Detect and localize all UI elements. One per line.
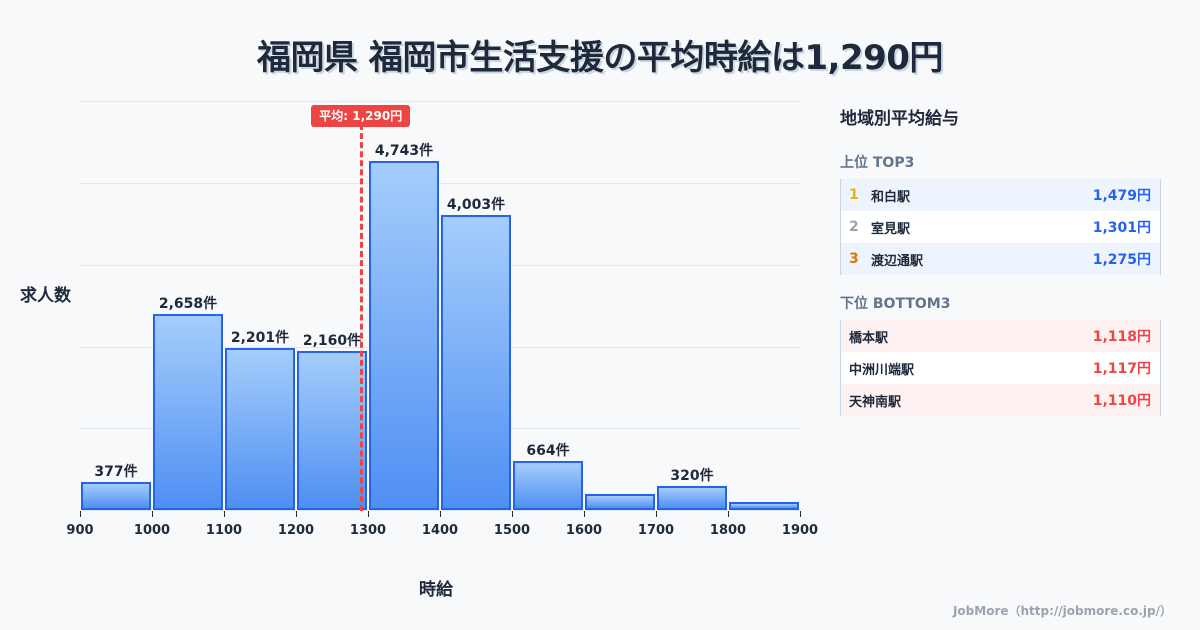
- x-tick: [368, 511, 369, 517]
- x-tick: [224, 511, 225, 517]
- rank-number: 3: [849, 251, 859, 267]
- histogram-bar: [369, 161, 439, 510]
- x-tick-label: 1500: [493, 523, 531, 538]
- gridline: [80, 347, 800, 348]
- bar-value-label: 2,160件: [302, 333, 362, 349]
- station-wage: 1,110円: [1092, 393, 1151, 409]
- station-wage: 1,118円: [1092, 329, 1151, 345]
- gridline: [80, 265, 800, 266]
- histogram-bar: [657, 486, 727, 510]
- x-tick: [152, 511, 153, 517]
- station-wage: 1,275円: [1092, 252, 1151, 268]
- station-wage: 1,301円: [1092, 220, 1151, 236]
- source-credit: JobMore（http://jobmore.co.jp/）: [952, 604, 1172, 618]
- bar-value-label: 377件: [94, 464, 138, 480]
- regional-salary-panel: 地域別平均給与 上位 TOP3 1 和白駅 1,479円 2 室見駅 1,301…: [840, 104, 1162, 416]
- x-tick-label: 1600: [565, 523, 603, 538]
- histogram-bar: [81, 482, 151, 510]
- gridline: [80, 428, 800, 429]
- x-tick: [656, 511, 657, 517]
- average-badge: 平均: 1,290円: [311, 105, 411, 127]
- top-row: 1 和白駅 1,479円: [841, 179, 1160, 211]
- histogram-bar: [513, 461, 583, 510]
- x-tick-label: 900: [66, 523, 94, 538]
- bottom3-heading: 下位 BOTTOM3: [840, 296, 951, 312]
- histogram-chart: 求人数 時給 377件 2,658件 2,201件 2,160件 4,743件 4,003…: [20, 101, 818, 600]
- station-name: 和白駅: [871, 189, 911, 205]
- bar-value-label: 4,003件: [446, 197, 506, 213]
- histogram-bar: [153, 314, 223, 510]
- gridline: [80, 101, 800, 102]
- histogram-bar: [729, 502, 799, 510]
- x-tick-label: 1700: [637, 523, 675, 538]
- bar-value-label: 664件: [526, 443, 570, 459]
- histogram-bar: [441, 215, 511, 510]
- x-tick: [728, 511, 729, 517]
- x-tick-label: 1400: [421, 523, 459, 538]
- bar-value-label: 320件: [670, 468, 714, 484]
- x-tick: [512, 511, 513, 517]
- panel-title: 地域別平均給与: [840, 109, 959, 129]
- station-wage: 1,117円: [1092, 361, 1151, 377]
- x-axis-label: 時給: [419, 580, 453, 600]
- station-name: 室見駅: [871, 221, 911, 237]
- x-tick-label: 1200: [277, 523, 315, 538]
- x-tick: [296, 511, 297, 517]
- station-name: 天神南駅: [849, 394, 902, 410]
- x-tick: [440, 511, 441, 517]
- bottom-row: 中洲川端駅 1,117円: [841, 352, 1160, 384]
- page-title: 福岡県 福岡市生活支援の平均時給は1,290円: [257, 38, 943, 78]
- station-name: 中洲川端駅: [849, 362, 915, 378]
- x-tick-label: 1800: [709, 523, 747, 538]
- bottom-row: 天神南駅 1,110円: [841, 384, 1160, 416]
- x-tick: [80, 511, 81, 517]
- x-tick-label: 1000: [133, 523, 171, 538]
- bottom3-table: 橋本駅 1,118円 中洲川端駅 1,117円 天神南駅 1,110円: [840, 320, 1161, 416]
- histogram-bar: [585, 494, 655, 510]
- bar-value-label: 2,201件: [230, 330, 290, 346]
- x-tick-label: 1900: [781, 523, 819, 538]
- x-axis-baseline: [80, 510, 800, 511]
- station-name: 橋本駅: [849, 330, 889, 346]
- bottom-row: 橋本駅 1,118円: [841, 320, 1160, 352]
- top3-table: 1 和白駅 1,479円 2 室見駅 1,301円 3 渡辺通駅 1,275円: [840, 179, 1161, 275]
- rank-number: 1: [849, 187, 859, 203]
- rank-number: 2: [849, 219, 859, 235]
- histogram-bar: [225, 348, 295, 510]
- top-row: 2 室見駅 1,301円: [841, 211, 1160, 243]
- histogram-bar: [297, 351, 367, 510]
- x-tick-label: 1100: [205, 523, 243, 538]
- average-line: [359, 124, 363, 511]
- gridline: [80, 183, 800, 184]
- top-row: 3 渡辺通駅 1,275円: [841, 243, 1160, 275]
- x-tick: [800, 511, 801, 517]
- x-tick: [584, 511, 585, 517]
- y-axis-label: 求人数: [20, 286, 71, 306]
- station-name: 渡辺通駅: [871, 253, 924, 269]
- top3-heading: 上位 TOP3: [840, 155, 915, 171]
- x-tick-label: 1300: [349, 523, 387, 538]
- bar-value-label: 2,658件: [158, 296, 218, 312]
- station-wage: 1,479円: [1092, 188, 1151, 204]
- bar-value-label: 4,743件: [374, 143, 434, 159]
